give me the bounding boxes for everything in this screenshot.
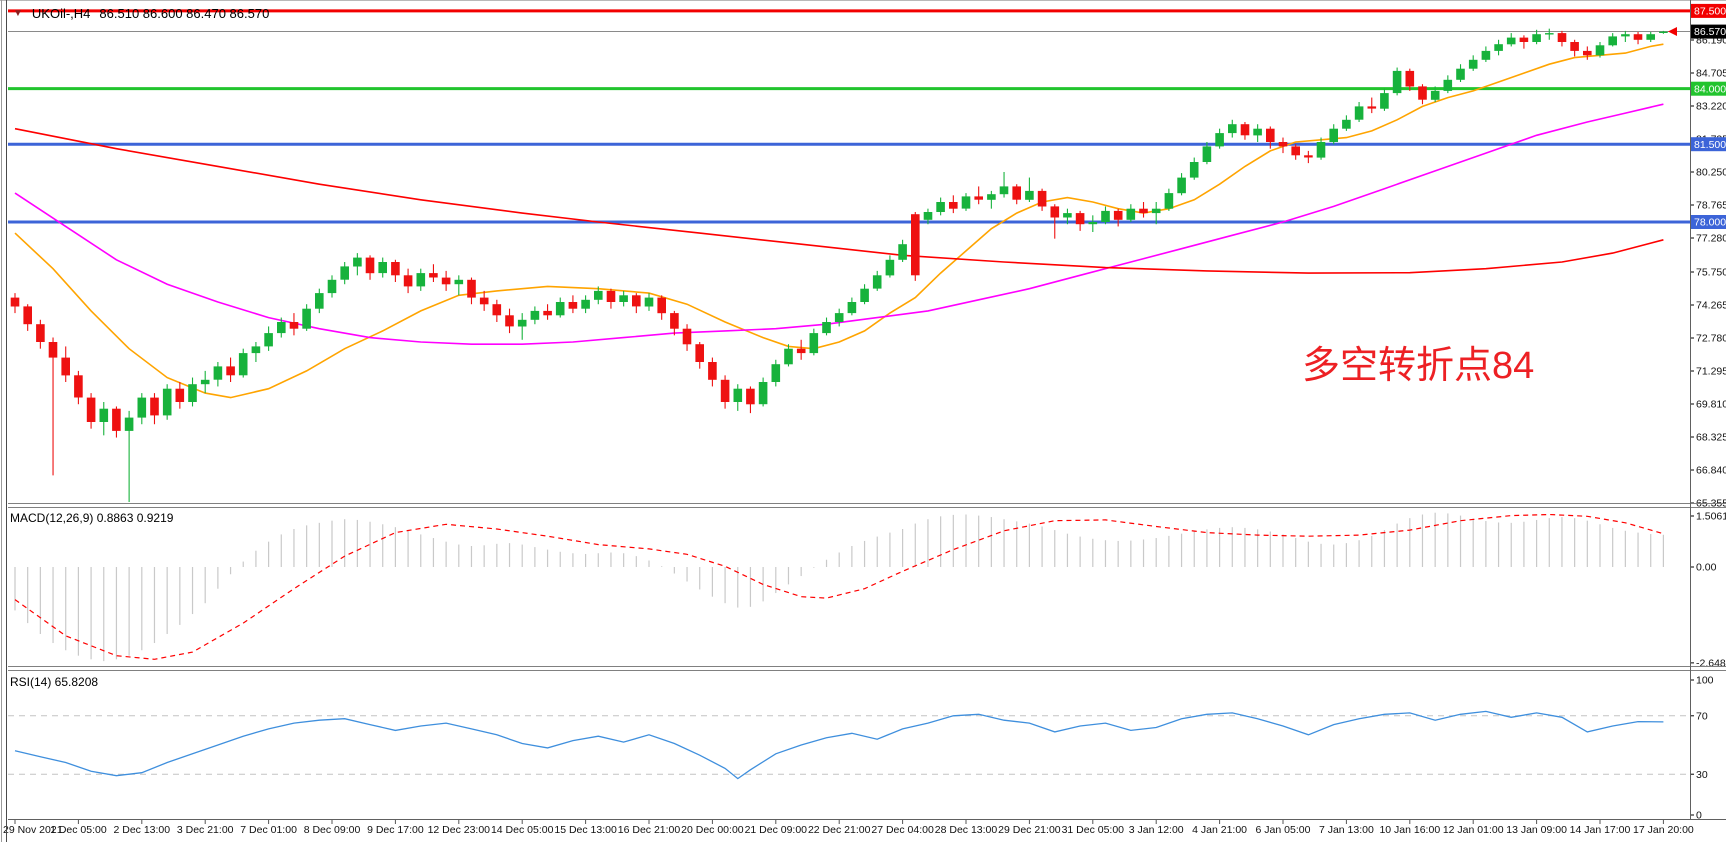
svg-text:28 Dec 13:00: 28 Dec 13:00 xyxy=(935,824,998,836)
svg-text:7 Dec 01:00: 7 Dec 01:00 xyxy=(240,824,297,836)
horizontal-level-lines xyxy=(8,9,1690,224)
svg-text:29 Dec 21:00: 29 Dec 21:00 xyxy=(998,824,1061,836)
macd-indicator-label: MACD(12,26,9) 0.8863 0.9219 xyxy=(10,511,174,525)
svg-text:71.295: 71.295 xyxy=(1696,366,1726,378)
svg-text:16 Dec 21:00: 16 Dec 21:00 xyxy=(618,824,681,836)
svg-text:86.570: 86.570 xyxy=(1694,26,1726,38)
svg-text:68.325: 68.325 xyxy=(1696,432,1726,444)
svg-text:7 Jan 13:00: 7 Jan 13:00 xyxy=(1319,824,1374,836)
rsi-panel: 100 70 30 0 xyxy=(8,675,1714,822)
symbol-timeframe-label: UKOil-,H4 xyxy=(31,6,91,21)
svg-text:10 Jan 16:00: 10 Jan 16:00 xyxy=(1379,824,1440,836)
svg-text:14 Dec 05:00: 14 Dec 05:00 xyxy=(491,824,554,836)
svg-text:4 Jan 21:00: 4 Jan 21:00 xyxy=(1192,824,1247,836)
svg-text:87.500: 87.500 xyxy=(1694,5,1726,17)
svg-text:3 Jan 12:00: 3 Jan 12:00 xyxy=(1129,824,1184,836)
svg-text:1 Dec 05:00: 1 Dec 05:00 xyxy=(50,824,107,836)
svg-text:74.265: 74.265 xyxy=(1696,300,1726,312)
svg-text:78.765: 78.765 xyxy=(1696,200,1726,212)
rsi-indicator-label: RSI(14) 65.8208 xyxy=(10,675,99,689)
svg-text:9 Dec 17:00: 9 Dec 17:00 xyxy=(367,824,424,836)
svg-text:12 Dec 23:00: 12 Dec 23:00 xyxy=(428,824,491,836)
svg-text:12 Jan 01:00: 12 Jan 01:00 xyxy=(1443,824,1504,836)
current-price-arrow xyxy=(1668,27,1677,37)
svg-text:14 Jan 17:00: 14 Jan 17:00 xyxy=(1570,824,1631,836)
symbol-info-bar: ▼ UKOil-,H4 86.510 86.600 86.470 86.570 xyxy=(13,6,269,21)
svg-text:29 Nov 2021: 29 Nov 2021 xyxy=(3,824,63,836)
svg-text:72.780: 72.780 xyxy=(1696,333,1726,345)
svg-text:66.840: 66.840 xyxy=(1696,465,1726,477)
svg-text:1.5061: 1.5061 xyxy=(1696,511,1726,523)
svg-text:84.000: 84.000 xyxy=(1694,83,1726,95)
svg-text:3 Dec 21:00: 3 Dec 21:00 xyxy=(177,824,234,836)
svg-text:13 Jan 09:00: 13 Jan 09:00 xyxy=(1506,824,1567,836)
svg-text:8 Dec 09:00: 8 Dec 09:00 xyxy=(304,824,361,836)
svg-text:21 Dec 09:00: 21 Dec 09:00 xyxy=(745,824,808,836)
svg-text:0: 0 xyxy=(1696,810,1702,822)
symbol-marker-icon: ▼ xyxy=(13,7,23,19)
svg-text:15 Dec 13:00: 15 Dec 13:00 xyxy=(554,824,617,836)
svg-text:27 Dec 04:00: 27 Dec 04:00 xyxy=(871,824,934,836)
svg-text:31 Dec 05:00: 31 Dec 05:00 xyxy=(1062,824,1125,836)
svg-text:75.750: 75.750 xyxy=(1696,267,1726,279)
svg-text:77.280: 77.280 xyxy=(1696,233,1726,245)
svg-text:100: 100 xyxy=(1696,675,1714,687)
svg-text:30: 30 xyxy=(1696,769,1708,781)
ohlc-readout: 86.510 86.600 86.470 86.570 xyxy=(99,6,270,21)
macd-panel: 1.5061 0.00 -2.6487 xyxy=(14,511,1726,669)
svg-text:20 Dec 00:00: 20 Dec 00:00 xyxy=(681,824,744,836)
svg-text:69.810: 69.810 xyxy=(1696,399,1726,411)
price-axis[interactable]: 86.19084.70583.22081.73580.25078.76577.2… xyxy=(1690,35,1726,510)
svg-text:0.00: 0.00 xyxy=(1696,562,1717,574)
svg-text:17 Jan 20:00: 17 Jan 20:00 xyxy=(1633,824,1694,836)
chart-annotation-text: 多空转折点84 xyxy=(1302,345,1535,387)
svg-text:80.250: 80.250 xyxy=(1696,167,1726,179)
svg-text:-2.6487: -2.6487 xyxy=(1696,657,1726,669)
svg-text:70: 70 xyxy=(1696,710,1708,722)
svg-text:6 Jan 05:00: 6 Jan 05:00 xyxy=(1256,824,1311,836)
svg-text:2 Dec 13:00: 2 Dec 13:00 xyxy=(113,824,170,836)
svg-text:22 Dec 21:00: 22 Dec 21:00 xyxy=(808,824,871,836)
svg-text:84.705: 84.705 xyxy=(1696,68,1726,80)
svg-text:81.500: 81.500 xyxy=(1694,139,1726,151)
svg-text:83.220: 83.220 xyxy=(1696,101,1726,113)
svg-text:78.000: 78.000 xyxy=(1694,217,1726,229)
price-badges: 87.500 84.000 81.500 78.000 86.570 xyxy=(1691,3,1726,229)
candlesticks xyxy=(10,28,1668,502)
